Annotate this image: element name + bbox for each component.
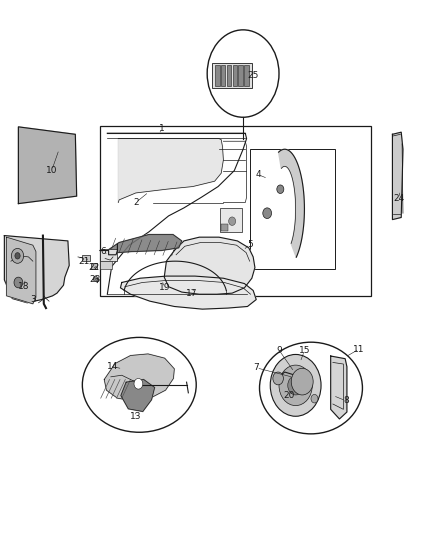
Bar bbox=[100, 261, 112, 269]
Polygon shape bbox=[392, 132, 403, 220]
Text: 2: 2 bbox=[133, 198, 138, 207]
Circle shape bbox=[93, 276, 98, 281]
Circle shape bbox=[279, 365, 312, 406]
Polygon shape bbox=[121, 379, 155, 411]
Text: 8: 8 bbox=[343, 397, 349, 405]
Polygon shape bbox=[331, 356, 347, 419]
Text: 17: 17 bbox=[186, 289, 198, 297]
Bar bbox=[100, 249, 117, 261]
Circle shape bbox=[229, 217, 236, 225]
Text: 5: 5 bbox=[247, 240, 253, 248]
Text: 4: 4 bbox=[256, 171, 261, 179]
Text: 14: 14 bbox=[107, 362, 119, 371]
Text: 25: 25 bbox=[247, 71, 259, 80]
Polygon shape bbox=[4, 236, 69, 303]
Ellipse shape bbox=[259, 342, 362, 434]
Bar bbox=[244, 65, 249, 86]
Text: 22: 22 bbox=[88, 263, 100, 272]
Bar bbox=[221, 65, 226, 86]
Polygon shape bbox=[104, 354, 174, 401]
Bar bbox=[91, 263, 97, 269]
Circle shape bbox=[311, 394, 318, 403]
Text: 15: 15 bbox=[299, 346, 310, 355]
Text: 23: 23 bbox=[90, 275, 101, 284]
Circle shape bbox=[273, 372, 283, 385]
Polygon shape bbox=[7, 237, 36, 304]
Bar bbox=[82, 255, 90, 261]
Circle shape bbox=[134, 378, 143, 389]
Text: 20: 20 bbox=[283, 391, 295, 400]
Circle shape bbox=[15, 253, 20, 259]
Text: 18: 18 bbox=[18, 282, 30, 291]
Polygon shape bbox=[164, 237, 255, 294]
Bar bbox=[250, 149, 335, 269]
Text: 11: 11 bbox=[353, 345, 365, 353]
Polygon shape bbox=[120, 276, 256, 309]
Text: 6: 6 bbox=[100, 247, 106, 256]
Text: 9: 9 bbox=[276, 346, 283, 355]
Polygon shape bbox=[279, 149, 304, 257]
Polygon shape bbox=[118, 139, 223, 203]
Circle shape bbox=[11, 248, 24, 263]
Text: 24: 24 bbox=[394, 194, 405, 203]
Text: 21: 21 bbox=[78, 257, 90, 265]
Polygon shape bbox=[104, 235, 182, 257]
Circle shape bbox=[277, 185, 284, 193]
Circle shape bbox=[14, 277, 23, 288]
Text: 19: 19 bbox=[159, 284, 170, 292]
Bar bbox=[100, 126, 371, 296]
Bar bbox=[220, 208, 242, 232]
Circle shape bbox=[270, 354, 321, 416]
Text: 7: 7 bbox=[253, 364, 259, 372]
Bar bbox=[215, 65, 219, 86]
Polygon shape bbox=[18, 127, 77, 204]
Bar bbox=[238, 65, 243, 86]
Circle shape bbox=[288, 376, 304, 395]
Circle shape bbox=[207, 30, 279, 117]
Text: 3: 3 bbox=[30, 295, 36, 304]
Text: 13: 13 bbox=[130, 413, 141, 421]
Bar bbox=[227, 65, 231, 86]
Circle shape bbox=[263, 208, 272, 219]
Ellipse shape bbox=[82, 337, 196, 432]
Text: 1: 1 bbox=[159, 125, 165, 133]
Circle shape bbox=[291, 368, 313, 395]
Bar bbox=[221, 224, 228, 231]
Bar bbox=[212, 63, 252, 88]
Bar bbox=[233, 65, 237, 86]
Text: 10: 10 bbox=[46, 166, 57, 175]
